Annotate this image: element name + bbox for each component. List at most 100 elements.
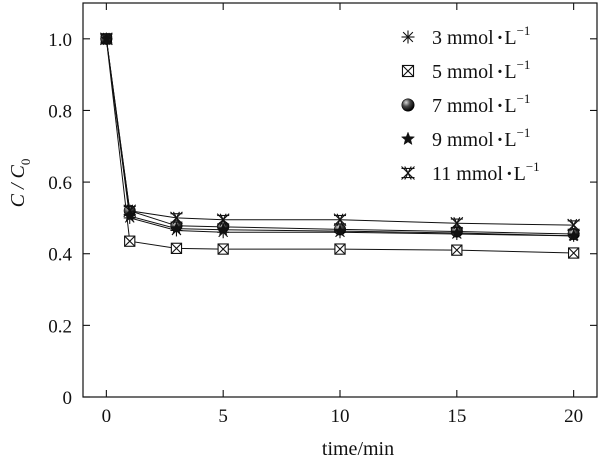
legend-item-5: 11 mmol ·L−1 xyxy=(401,159,540,185)
data-point xyxy=(451,244,463,256)
data-point xyxy=(567,247,580,259)
legend-label: 11 mmol ·L−1 xyxy=(432,159,540,185)
legend-item-2: 5 mmol ·L−1 xyxy=(401,57,530,83)
data-point xyxy=(124,235,136,247)
data-point xyxy=(450,216,464,230)
legend-label-dot: · xyxy=(497,27,504,49)
x-tick-label: 15 xyxy=(447,406,466,427)
marker-stroke xyxy=(570,218,578,232)
data-point xyxy=(567,218,581,232)
legend-label-dot: · xyxy=(497,61,504,83)
data-point xyxy=(169,221,184,235)
legend-marker xyxy=(400,131,416,146)
data-point xyxy=(566,228,581,242)
legend-label-unit: L xyxy=(504,61,516,83)
data-point xyxy=(450,225,464,239)
x-tick-label: 0 xyxy=(102,406,112,427)
legend-label-main: 3 mmol xyxy=(432,27,494,49)
legend-label-superscript: −1 xyxy=(517,23,531,38)
legend-label-unit: L xyxy=(504,95,516,117)
series-5 xyxy=(99,32,581,232)
marker-star xyxy=(566,228,581,242)
data-point xyxy=(170,242,183,255)
marker-star xyxy=(400,131,416,146)
legend-label: 7 mmol ·L−1 xyxy=(432,91,530,117)
y-axis-label: C / C0 xyxy=(7,159,33,208)
legend-label-main: 7 mmol xyxy=(432,95,494,117)
data-point xyxy=(333,224,347,237)
marker-stroke xyxy=(336,213,344,226)
legend-item-3: 7 mmol ·L−1 xyxy=(401,91,530,117)
legend-label-dot: · xyxy=(497,95,504,117)
legend-label: 5 mmol ·L−1 xyxy=(432,57,530,83)
x-axis-label: time/min xyxy=(322,438,394,460)
marker-stroke xyxy=(126,204,134,217)
marker-stroke xyxy=(568,247,580,259)
marker-stroke xyxy=(102,32,110,46)
legend-label-dot: · xyxy=(497,129,504,151)
x-tick-label: 20 xyxy=(564,406,583,427)
marker-star xyxy=(450,225,464,239)
marker-stroke xyxy=(451,244,463,256)
data-point xyxy=(216,222,230,236)
series-2 xyxy=(100,33,580,259)
legend-label-superscript: −1 xyxy=(526,159,540,174)
y-axis-label-main: C / C xyxy=(7,164,29,207)
legend-item-1: 3 mmol ·L−1 xyxy=(401,23,530,49)
y-tick-label: 0 xyxy=(63,388,73,409)
legend-label-superscript: −1 xyxy=(517,57,531,72)
legend-label-dot: · xyxy=(506,163,513,185)
marker-stroke xyxy=(334,243,346,255)
legend-label-unit: L xyxy=(514,163,526,185)
data-point xyxy=(334,243,346,255)
marker-stroke xyxy=(453,217,461,230)
x-tick-label: 10 xyxy=(331,406,350,427)
data-point xyxy=(170,211,183,225)
marker-stroke xyxy=(124,235,136,247)
marker-stroke xyxy=(219,213,227,226)
data-point xyxy=(217,243,229,255)
legend-label-unit: L xyxy=(504,27,516,49)
axis-labels: time/min C / C0 xyxy=(7,159,394,460)
legend-label-unit: L xyxy=(504,129,516,151)
y-tick-label: 0.6 xyxy=(48,173,72,194)
legend-item-4: 9 mmol ·L−1 xyxy=(400,125,530,151)
legend-marker xyxy=(401,64,415,78)
legend-label-main: 9 mmol xyxy=(432,129,494,151)
axis-layer: 0 5 10 15 20 0 0.2 0.4 0.6 0.8 1.0 xyxy=(48,2,598,427)
legend-label-main: 5 mmol xyxy=(432,61,494,83)
marker-stroke xyxy=(404,166,412,180)
marker-stroke xyxy=(402,65,414,77)
legend-label-superscript: −1 xyxy=(517,91,531,106)
legend-label-main: 11 mmol xyxy=(432,163,503,185)
marker-star xyxy=(216,222,230,236)
legend: 3 mmol ·L−15 mmol ·L−17 mmol ·L−19 mmol ·L−1… xyxy=(400,23,540,185)
marker-stroke xyxy=(217,243,229,255)
y-tick-label: 0.4 xyxy=(48,245,72,266)
legend-marker xyxy=(401,98,415,112)
data-point xyxy=(333,213,347,227)
y-axis-label-subscript: 0 xyxy=(18,159,33,166)
marker-stroke xyxy=(170,242,182,254)
marker-sphere xyxy=(401,98,415,112)
y-tick-label: 1.0 xyxy=(48,30,72,51)
marker-star xyxy=(169,221,184,235)
data-point xyxy=(123,209,137,222)
marker-star xyxy=(333,224,347,237)
legend-marker xyxy=(401,166,415,180)
legend-label: 3 mmol ·L−1 xyxy=(432,23,530,49)
y-tick-label: 0.2 xyxy=(48,316,72,337)
y-tick-label: 0.8 xyxy=(48,101,72,122)
legend-label-superscript: −1 xyxy=(517,125,531,140)
marker-stroke xyxy=(172,211,180,225)
data-point xyxy=(123,204,137,218)
legend-marker xyxy=(401,30,415,44)
marker-star xyxy=(123,209,137,222)
series-layer xyxy=(99,31,581,259)
x-tick-label: 5 xyxy=(218,406,228,427)
data-point xyxy=(99,32,113,46)
data-point xyxy=(216,213,230,227)
legend-label: 9 mmol ·L−1 xyxy=(432,125,530,151)
